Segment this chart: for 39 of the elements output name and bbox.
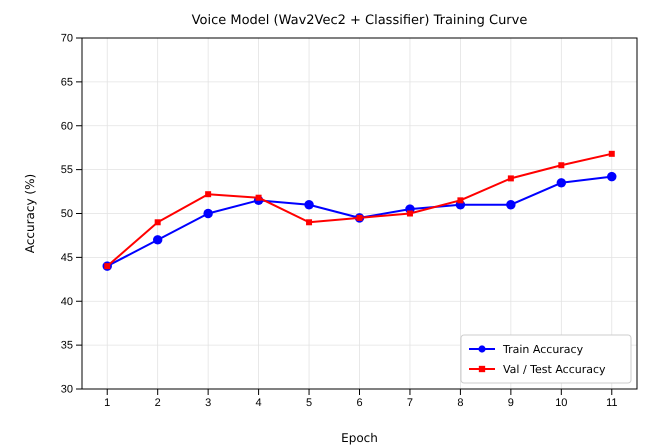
point — [203, 208, 213, 218]
point — [508, 175, 514, 182]
point — [154, 219, 161, 226]
point — [205, 191, 212, 198]
point — [152, 235, 162, 245]
x-tick-label: 10 — [555, 396, 568, 409]
point — [304, 200, 314, 210]
x-axis-title: Epoch — [341, 431, 378, 445]
x-tick-label: 7 — [406, 396, 414, 409]
y-axis-title: Accuracy (%) — [23, 174, 37, 254]
point — [457, 197, 464, 204]
y-tick-label: 30 — [60, 384, 73, 396]
x-tick-label: 5 — [306, 396, 312, 409]
y-tick-label: 50 — [60, 208, 73, 220]
x-tick-label: 11 — [606, 396, 618, 409]
legend-label: Val / Test Accuracy — [503, 363, 606, 376]
point — [506, 200, 516, 210]
y-tick-label: 45 — [60, 252, 73, 264]
chart-title: Voice Model (Wav2Vec2 + Classifier) Training Curve — [192, 13, 528, 28]
y-tick-label: 70 — [60, 32, 73, 45]
y-tick-label: 60 — [60, 120, 73, 132]
legend-label: Train Accuracy — [502, 343, 584, 356]
point — [607, 172, 616, 182]
point — [608, 150, 615, 157]
point — [556, 178, 566, 188]
x-tick-label: 1 — [104, 396, 110, 409]
x-tick-label: 3 — [205, 396, 212, 409]
x-tick-label: 9 — [508, 396, 514, 409]
y-tick-label: 55 — [60, 164, 73, 176]
x-tick-label: 4 — [256, 396, 262, 409]
point — [406, 210, 413, 216]
x-tick-label: 2 — [154, 396, 161, 409]
point — [306, 219, 312, 226]
y-tick-label: 65 — [60, 76, 73, 88]
point — [558, 162, 564, 168]
y-tick-label: 35 — [60, 340, 73, 352]
y-tick-label: 40 — [60, 296, 73, 308]
x-tick-label: 8 — [457, 396, 464, 409]
x-tick-label: 6 — [356, 396, 363, 409]
